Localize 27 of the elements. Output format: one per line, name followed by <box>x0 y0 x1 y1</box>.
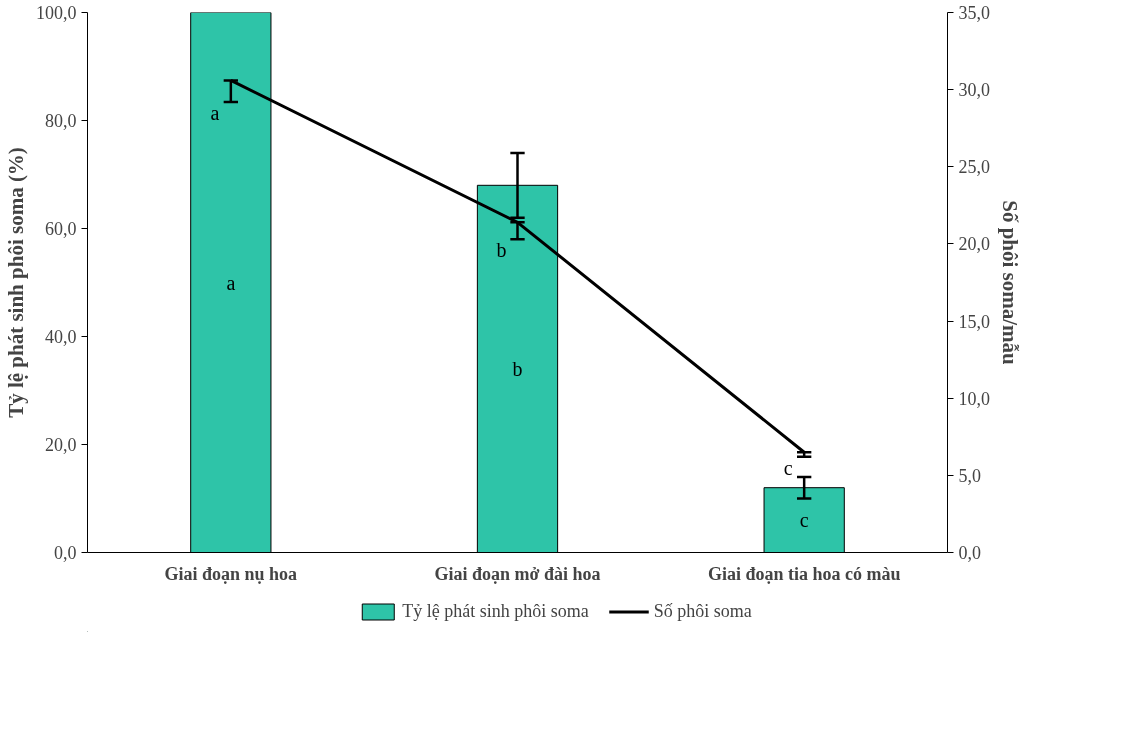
y2-tick-label: 20,0 <box>958 234 990 255</box>
annotation: b <box>496 239 507 262</box>
y-tick-label: 20,0 <box>45 435 77 455</box>
y2-tick-label: 30,0 <box>958 80 990 101</box>
y-tick-label: 80,0 <box>45 111 77 131</box>
y-tick-label: 40,0 <box>45 327 77 347</box>
y2-tick-label: 35,0 <box>958 3 990 23</box>
y2-tick-label: 25,0 <box>958 157 990 178</box>
annotation: c <box>799 509 809 532</box>
y-tick-label: 60,0 <box>45 219 77 239</box>
annotation: a <box>226 271 236 294</box>
annotation: b <box>512 357 523 380</box>
annotation: a <box>210 101 220 124</box>
y-tick-label: 0,0 <box>54 543 77 563</box>
y2-tick-label: 5,0 <box>958 465 981 486</box>
annotation: c <box>783 456 793 479</box>
x-tick-label: Giai đoạn nụ hoa <box>164 563 298 584</box>
x-tick-label: Giai đoạn mở đài hoa <box>434 563 601 584</box>
x-tick-label: Giai đoạn tia hoa có màu <box>707 563 901 584</box>
legend-label: Tỷ lệ phát sinh phôi soma <box>402 600 589 622</box>
y2-axis-title: Số phôi soma/mẫu <box>998 200 1022 366</box>
y2-tick-label: 15,0 <box>958 311 990 332</box>
y-tick-label: 100,0 <box>36 3 77 23</box>
y2-tick-label: 0,0 <box>958 543 981 563</box>
legend-label: Số phôi soma <box>653 600 752 622</box>
y2-tick-label: 10,0 <box>958 388 990 409</box>
y-axis-title: Tỷ lệ phát sinh phôi soma (%) <box>4 147 28 418</box>
